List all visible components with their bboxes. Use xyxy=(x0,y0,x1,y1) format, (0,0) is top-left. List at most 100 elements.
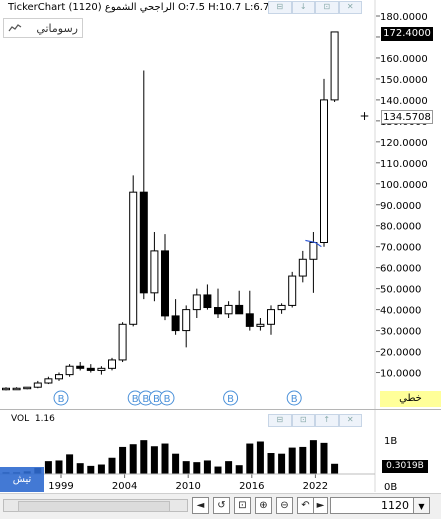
volume-bar xyxy=(108,457,116,474)
volume-last-tag: 0.3019B xyxy=(382,460,428,473)
volume-bar xyxy=(129,444,137,474)
candle-body xyxy=(288,275,297,306)
candle-body xyxy=(245,313,254,327)
last-price-tag: 172.4000 xyxy=(381,27,433,41)
chart-type-label: رسوماتي xyxy=(36,21,78,35)
close-icon[interactable]: ✕ xyxy=(338,414,362,427)
event-circle xyxy=(223,390,239,406)
event-circle xyxy=(53,390,69,406)
candle-body xyxy=(161,250,169,317)
candle-body xyxy=(139,191,148,294)
volume-bar xyxy=(214,466,222,474)
volume-bar xyxy=(55,460,63,474)
volume-bar xyxy=(66,454,74,474)
time-scrollbar[interactable] xyxy=(3,499,188,512)
candle-body xyxy=(44,378,53,384)
x-tick-label: 1999 xyxy=(48,481,73,492)
candle-body xyxy=(86,367,95,371)
event-label: B xyxy=(153,394,160,405)
arrow-up-icon[interactable]: ↑ xyxy=(315,414,339,427)
candle-body xyxy=(182,309,191,332)
x-tick-label: 2010 xyxy=(175,481,200,492)
volume-bar xyxy=(119,446,127,474)
event-label: B xyxy=(132,394,139,405)
candle-body xyxy=(309,242,318,260)
ticker-input[interactable]: 1120 xyxy=(330,497,414,514)
candle-body xyxy=(256,323,265,327)
y-tick-label: 50.0000 xyxy=(380,285,421,296)
volume-chart[interactable]: 1B 0B 1999 2004 2010 2016 2022 xyxy=(0,410,441,492)
maximize-icon[interactable]: ⊡ xyxy=(315,1,339,14)
candle-body xyxy=(12,387,21,391)
close-icon[interactable]: ✕ xyxy=(338,1,362,14)
undo-icon[interactable]: ↶ xyxy=(297,497,314,514)
fit-icon[interactable]: ⊡ xyxy=(234,497,251,514)
volume-bar xyxy=(278,453,286,474)
candle-body xyxy=(97,367,106,371)
panel-divider[interactable] xyxy=(0,409,441,410)
arrow-down-icon[interactable]: ↓ xyxy=(291,1,315,14)
event-label: B xyxy=(291,394,298,405)
candle-body xyxy=(2,387,10,391)
event-label: B xyxy=(58,394,65,405)
chart-type-selector[interactable]: رسوماتي xyxy=(3,18,83,38)
volume-bar xyxy=(235,465,243,474)
volume-bar xyxy=(193,462,201,474)
candle-body xyxy=(277,304,286,311)
volume-bar xyxy=(299,446,307,474)
x-tick-label: 2022 xyxy=(303,481,328,492)
scroll-left-icon[interactable]: ◄ xyxy=(192,497,209,514)
line-tool-button[interactable]: خطي xyxy=(380,391,441,407)
candle-body xyxy=(224,304,233,315)
event-marker[interactable]: B xyxy=(127,390,143,406)
volume-bar xyxy=(97,464,105,474)
event-label: B xyxy=(164,394,171,405)
candle-body xyxy=(23,386,32,390)
minimize-icon[interactable]: ⊟ xyxy=(268,1,292,14)
zoom-in-icon[interactable]: ⊕ xyxy=(255,497,272,514)
candle-body xyxy=(65,365,74,376)
price-chart[interactable]: 180.0000170.0000160.0000150.0000140.0000… xyxy=(0,0,441,410)
y-tick-label: 30.0000 xyxy=(380,327,421,338)
chevron-down-icon[interactable]: ▼ xyxy=(414,497,430,514)
volume-bar xyxy=(44,461,52,474)
volume-bar xyxy=(288,447,296,474)
crosshair-price-tag: 134.5708 xyxy=(381,110,433,124)
y-tick-label: 120.0000 xyxy=(380,138,428,149)
event-marker[interactable]: B xyxy=(223,390,239,406)
scroll-right-icon[interactable]: ► xyxy=(313,497,328,514)
volume-label: VOL 1.16 xyxy=(11,414,55,424)
y-tick-label: 10.0000 xyxy=(380,369,421,380)
y-tick-label: 70.0000 xyxy=(380,243,421,254)
volume-label-text: VOL xyxy=(11,414,30,424)
volume-bar xyxy=(309,440,317,474)
minimize-icon[interactable]: ⊟ xyxy=(268,414,292,427)
event-label: B xyxy=(227,394,234,405)
volume-bar xyxy=(203,460,211,474)
maximize-icon[interactable]: ⊡ xyxy=(291,414,315,427)
line-chart-icon xyxy=(8,24,22,32)
volume-bar xyxy=(225,461,233,474)
zoom-out-icon[interactable]: ⊖ xyxy=(276,497,293,514)
event-marker[interactable]: B xyxy=(159,390,175,406)
reset-icon[interactable]: ↺ xyxy=(213,497,230,514)
volume-bar xyxy=(320,442,328,474)
event-marker[interactable]: B xyxy=(286,390,302,406)
event-marker[interactable]: B xyxy=(53,390,69,406)
y-tick-label: 140.0000 xyxy=(380,96,428,107)
candle-body xyxy=(235,304,244,315)
volume-bar xyxy=(76,463,84,474)
candle-body xyxy=(129,191,138,325)
volume-tick-label: 0B xyxy=(384,482,397,492)
volume-bar xyxy=(150,446,158,474)
volume-value: 1.16 xyxy=(34,414,55,424)
candle-body xyxy=(118,323,127,361)
volume-bar xyxy=(161,443,169,474)
candle-body xyxy=(214,307,222,315)
candle-body xyxy=(203,294,212,309)
scrollbar-thumb[interactable] xyxy=(18,501,170,512)
y-tick-label: 90.0000 xyxy=(380,201,421,212)
volume-bar xyxy=(331,463,339,474)
volume-bar xyxy=(87,465,95,474)
candle-body xyxy=(298,258,307,277)
